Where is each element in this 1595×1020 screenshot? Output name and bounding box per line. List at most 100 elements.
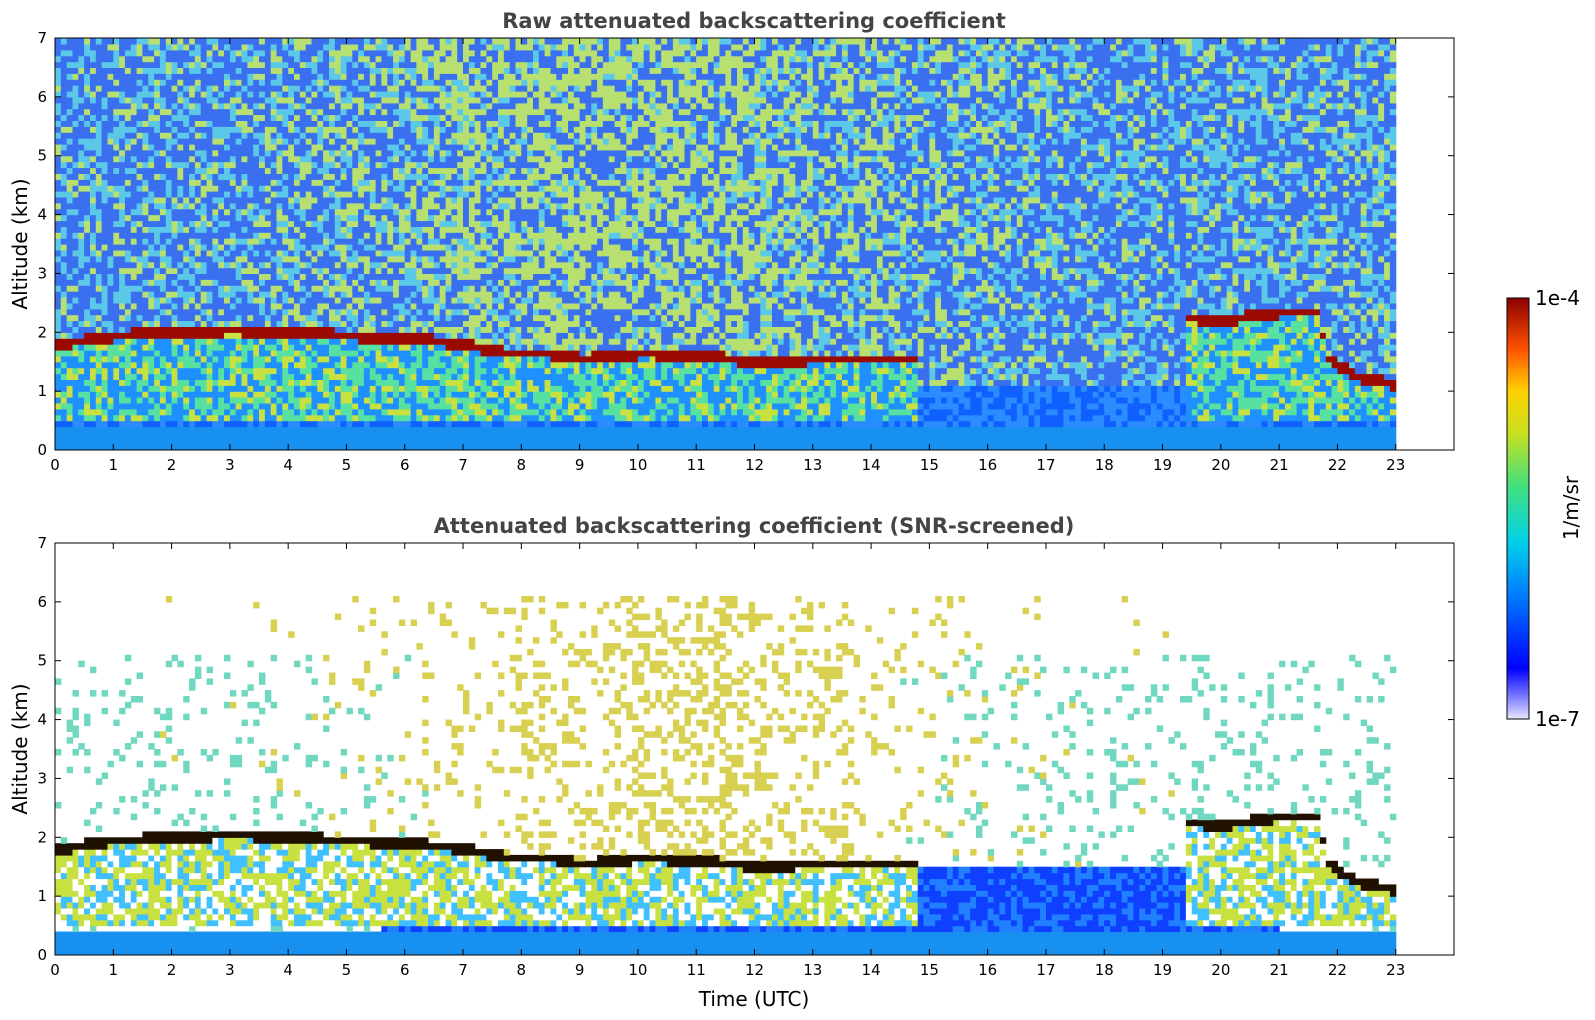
heatmap-cell	[72, 391, 79, 398]
heatmap-cell	[90, 432, 97, 439]
heatmap-cell	[95, 373, 103, 380]
heatmap-cell	[393, 73, 400, 80]
heatmap-cell	[340, 38, 347, 45]
heatmap-cell	[107, 96, 114, 104]
heatmap-cell	[288, 91, 295, 98]
heatmap-cell	[60, 397, 68, 404]
heatmap-cell	[218, 73, 225, 80]
heatmap-cell	[276, 361, 283, 369]
heatmap-cell	[305, 285, 313, 292]
heatmap-cell	[253, 244, 260, 251]
heatmap-cell	[189, 132, 196, 139]
heatmap-cell	[253, 138, 260, 145]
heatmap-cell	[229, 361, 237, 369]
heatmap-cell	[340, 373, 347, 380]
heatmap-cell	[398, 255, 406, 263]
heatmap-cell	[433, 185, 441, 192]
heatmap-cell	[142, 267, 149, 274]
heatmap-cell	[171, 108, 178, 116]
heatmap-cell	[451, 379, 458, 386]
heatmap-cell	[451, 149, 458, 157]
heatmap-cell	[159, 438, 167, 445]
heatmap-cell	[422, 132, 429, 139]
heatmap-cell	[276, 397, 283, 404]
heatmap-cell	[340, 444, 347, 450]
heatmap-cell	[224, 438, 231, 445]
heatmap-cell	[346, 432, 353, 439]
heatmap-cell	[253, 73, 260, 80]
heatmap-cell	[358, 49, 365, 57]
heatmap-cell	[194, 267, 202, 274]
heatmap-cell	[154, 108, 161, 116]
heatmap-cell	[142, 273, 149, 280]
heatmap-cell	[148, 138, 155, 145]
heatmap-cell	[171, 273, 178, 280]
heatmap-cell	[171, 91, 178, 98]
heatmap-cell	[84, 108, 91, 116]
heatmap-cell	[72, 438, 79, 445]
heatmap-cell	[224, 344, 231, 351]
heatmap-cell	[369, 320, 377, 327]
heatmap-cell	[288, 444, 295, 450]
heatmap-cell	[148, 244, 155, 251]
heatmap-cell	[194, 43, 202, 51]
heatmap-cell	[323, 326, 330, 333]
heatmap-cell	[78, 432, 85, 439]
heatmap-cell	[282, 338, 289, 345]
heatmap-cell	[177, 361, 184, 369]
heatmap-cell	[445, 379, 452, 386]
heatmap-cell	[381, 349, 388, 357]
heatmap-cell	[404, 232, 412, 239]
heatmap-cell	[212, 402, 219, 410]
heatmap-cell	[194, 302, 202, 310]
heatmap-cell	[177, 43, 184, 51]
heatmap-cell	[148, 267, 155, 274]
heatmap-cell	[194, 373, 202, 380]
heatmap-cell	[241, 202, 248, 210]
heatmap-cell	[352, 96, 359, 104]
heatmap-cell	[142, 385, 149, 392]
heatmap-cell	[165, 85, 173, 92]
heatmap-cell	[165, 238, 173, 245]
heatmap-cell	[253, 67, 260, 74]
heatmap-cell	[433, 167, 441, 174]
heatmap-cell	[299, 273, 307, 280]
heatmap-cell	[189, 279, 196, 286]
heatmap-cell	[247, 373, 254, 380]
heatmap-cell	[451, 126, 458, 133]
heatmap-cell	[154, 91, 161, 98]
heatmap-cell	[177, 61, 184, 68]
heatmap-cell	[363, 96, 371, 104]
heatmap-cell	[159, 96, 167, 104]
heatmap-cell	[416, 349, 423, 357]
heatmap-cell	[387, 402, 394, 410]
heatmap-cell	[305, 344, 313, 351]
heatmap-cell	[445, 79, 452, 86]
heatmap-cell	[457, 108, 464, 116]
heatmap-cell	[270, 67, 278, 74]
heatmap-cell	[206, 255, 213, 263]
heatmap-cell	[323, 55, 330, 63]
heatmap-cell	[457, 444, 464, 450]
heatmap-cell	[101, 196, 108, 204]
heatmap-cell	[159, 191, 167, 198]
heatmap-cell	[276, 91, 283, 98]
heatmap-cell	[55, 420, 62, 428]
heatmap-cell	[404, 49, 412, 57]
heatmap-cell	[78, 314, 85, 322]
heatmap-cell	[107, 114, 114, 121]
heatmap-cell	[288, 43, 295, 51]
heatmap-cell	[387, 208, 394, 216]
heatmap-cell	[154, 102, 161, 110]
heatmap-cell	[206, 414, 213, 422]
heatmap-cell	[200, 320, 208, 327]
heatmap-cell	[78, 43, 85, 51]
heatmap-cell	[428, 120, 435, 127]
heatmap-cell	[159, 414, 167, 422]
heatmap-cell	[177, 49, 184, 57]
heatmap-cell	[375, 344, 382, 351]
heatmap-cell	[433, 420, 441, 428]
heatmap-cell	[398, 143, 406, 151]
heatmap-cell	[259, 208, 266, 216]
heatmap-cell	[294, 120, 301, 127]
